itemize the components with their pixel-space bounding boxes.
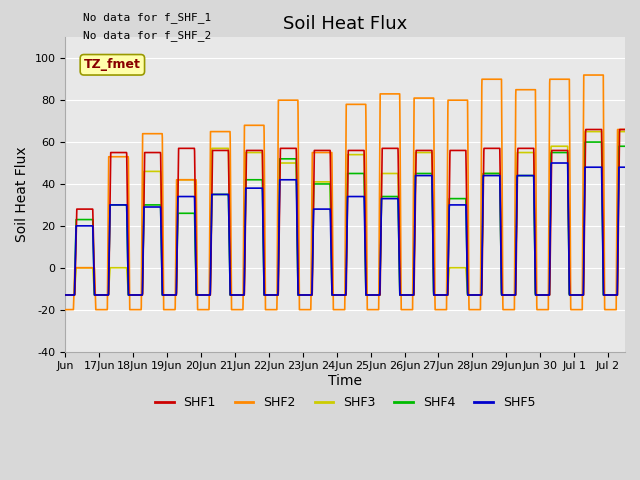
Title: Soil Heat Flux: Soil Heat Flux [283,15,407,33]
Legend: SHF1, SHF2, SHF3, SHF4, SHF5: SHF1, SHF2, SHF3, SHF4, SHF5 [150,391,541,414]
Text: TZ_fmet: TZ_fmet [84,58,141,72]
Y-axis label: Soil Heat Flux: Soil Heat Flux [15,146,29,242]
Text: No data for f_SHF_1: No data for f_SHF_1 [83,12,211,23]
Text: No data for f_SHF_2: No data for f_SHF_2 [83,30,211,41]
X-axis label: Time: Time [328,374,362,388]
